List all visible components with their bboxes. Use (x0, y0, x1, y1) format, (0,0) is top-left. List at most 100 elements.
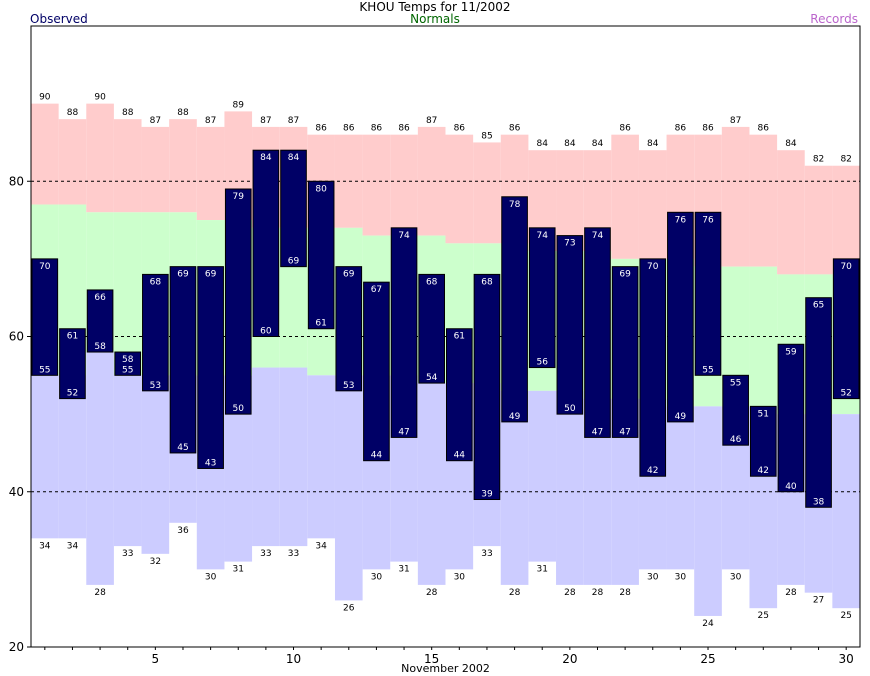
record-low-label: 33 (288, 549, 299, 559)
record-low-label: 34 (39, 541, 51, 551)
record-low-label: 31 (398, 565, 409, 575)
record-low-band (500, 390, 529, 585)
record-high-band (556, 150, 584, 252)
observed-low-label: 39 (481, 490, 493, 500)
record-low-label: 28 (564, 588, 576, 598)
observed-high-label: 59 (785, 347, 797, 357)
record-low-label: 24 (702, 619, 714, 629)
record-low-label: 30 (205, 572, 217, 582)
x-tick-label: 15 (424, 652, 439, 666)
y-tick-label: 80 (9, 174, 24, 188)
record-high-label: 84 (564, 139, 576, 149)
record-low-band (334, 375, 363, 601)
record-low-label: 34 (315, 541, 327, 551)
observed-low-label: 47 (398, 427, 409, 437)
record-high-label: 90 (94, 93, 106, 103)
observed-low-label: 40 (785, 482, 797, 492)
record-low-label: 30 (675, 572, 687, 582)
observed-low-label: 56 (536, 358, 548, 368)
observed-low-label: 55 (702, 365, 713, 375)
record-high-label: 84 (536, 139, 548, 149)
record-low-label: 27 (813, 596, 824, 606)
observed-high-label: 69 (619, 270, 631, 280)
observed-high-label: 74 (398, 231, 410, 241)
record-low-band (694, 406, 722, 616)
observed-high-label: 74 (592, 231, 604, 241)
record-high-label: 87 (150, 116, 161, 126)
observed-bar (446, 328, 473, 462)
observed-high-label: 61 (67, 332, 78, 342)
record-high-label: 88 (67, 108, 79, 118)
observed-low-label: 43 (205, 458, 216, 468)
observed-low-label: 50 (233, 404, 245, 414)
record-high-label: 87 (426, 116, 437, 126)
record-high-label: 86 (343, 124, 355, 134)
record-high-label: 90 (39, 93, 51, 103)
record-high-band (777, 150, 805, 275)
record-low-label: 36 (177, 526, 189, 536)
record-high-label: 86 (315, 124, 327, 134)
observed-low-label: 60 (260, 327, 272, 337)
observed-low-label: 47 (592, 427, 603, 437)
record-low-band (58, 375, 87, 539)
record-low-label: 25 (840, 611, 851, 621)
observed-low-label: 47 (619, 427, 630, 437)
record-high-band (58, 119, 87, 205)
record-high-label: 88 (122, 108, 134, 118)
record-high-band (749, 134, 778, 267)
observed-bar (142, 273, 169, 392)
record-low-label: 26 (343, 603, 355, 613)
record-low-band (279, 367, 308, 547)
record-low-label: 28 (426, 588, 438, 598)
y-tick-label: 40 (9, 485, 24, 499)
record-low-label: 25 (758, 611, 769, 621)
record-high-band (473, 142, 501, 244)
observed-low-label: 44 (454, 451, 466, 461)
observed-high-label: 74 (536, 231, 548, 241)
record-low-label: 30 (730, 572, 742, 582)
x-axis-label: November 2002 (401, 662, 490, 675)
record-low-band (417, 383, 446, 585)
observed-bar (722, 374, 749, 446)
observed-high-label: 68 (481, 277, 493, 287)
observed-high-label: 84 (288, 153, 300, 163)
y-tick-label: 60 (9, 330, 24, 344)
record-low-label: 30 (647, 572, 659, 582)
observed-bar (252, 149, 280, 337)
record-high-band (445, 134, 474, 244)
record-high-label: 82 (813, 155, 824, 165)
observed-bar (832, 258, 860, 400)
x-tick-label: 20 (562, 652, 577, 666)
record-high-label: 86 (702, 124, 714, 134)
observed-low-label: 50 (564, 404, 576, 414)
observed-low-label: 52 (840, 389, 851, 399)
record-low-band (31, 375, 59, 539)
observed-low-label: 53 (150, 381, 161, 391)
observed-high-label: 78 (509, 200, 521, 210)
record-low-label: 28 (94, 588, 106, 598)
observed-low-label: 49 (675, 412, 687, 422)
observed-bar (363, 281, 390, 462)
observed-bar (86, 289, 114, 353)
legend-observed: Observed (30, 12, 88, 26)
observed-high-label: 76 (675, 215, 687, 225)
observed-high-label: 73 (564, 239, 575, 249)
observed-bar (390, 227, 418, 438)
observed-high-label: 58 (122, 355, 134, 365)
record-high-band (721, 126, 750, 267)
observed-high-label: 51 (758, 409, 769, 419)
record-low-label: 32 (150, 557, 161, 567)
record-high-label: 84 (592, 139, 604, 149)
record-high-label: 86 (398, 124, 410, 134)
observed-high-label: 84 (260, 153, 272, 163)
record-high-band (638, 150, 667, 259)
record-high-band (832, 165, 860, 275)
observed-bar (611, 266, 639, 438)
observed-bar (59, 328, 86, 400)
record-low-label: 33 (122, 549, 133, 559)
record-low-band (141, 375, 170, 554)
observed-low-label: 54 (426, 373, 438, 383)
observed-bar (114, 351, 142, 376)
record-high-label: 86 (758, 124, 770, 134)
